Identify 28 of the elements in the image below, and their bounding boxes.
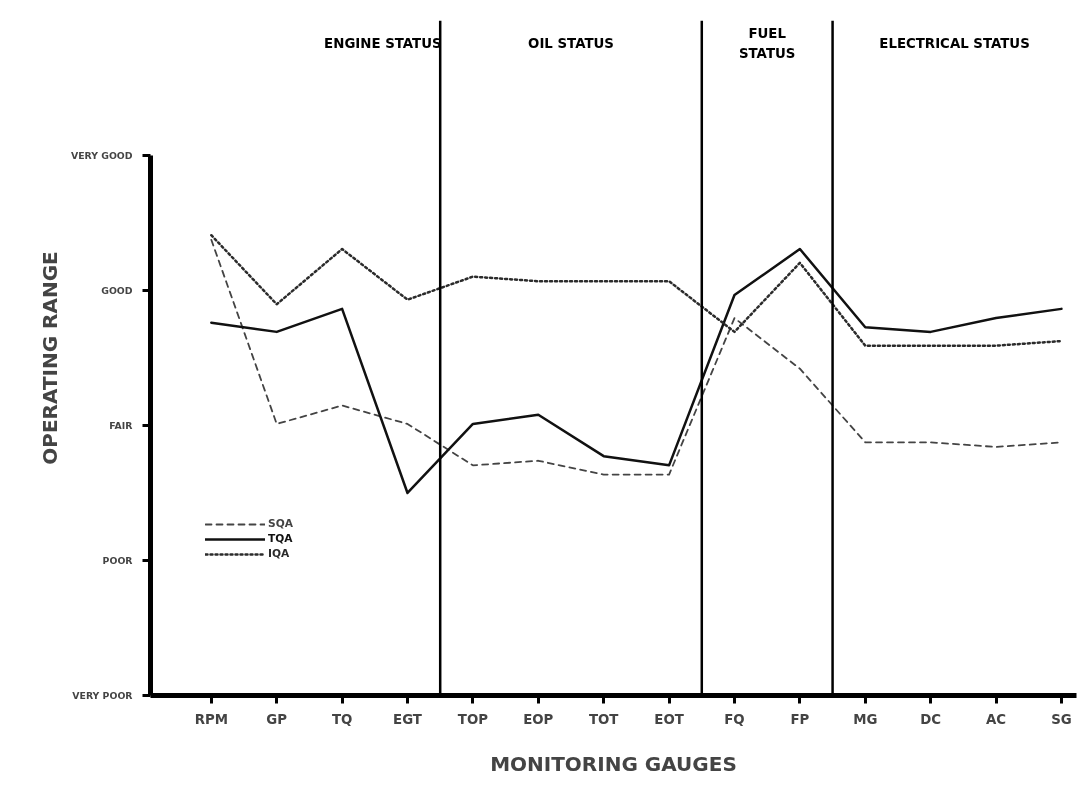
- x-tick-label: FQ: [724, 711, 745, 727]
- x-tick-label: EOP: [523, 711, 554, 727]
- text: FAIR: [109, 420, 133, 431]
- x-tick-label: RPM: [194, 711, 228, 727]
- x-tick-label: SG: [1051, 711, 1072, 727]
- x-tick-label: GP: [266, 711, 288, 727]
- x-tick-label: TOT: [588, 711, 620, 727]
- x-tick-label: AC: [986, 711, 1007, 727]
- text: VERY POOR: [72, 690, 133, 701]
- x-axis-title: MONITORING GAUGES: [490, 751, 737, 776]
- text: IQA: [268, 547, 290, 560]
- text: POOR: [102, 555, 133, 566]
- x-tick-label: EOT: [654, 711, 685, 727]
- x-tick-label: TOP: [457, 711, 489, 727]
- x-tick-label: MG: [853, 711, 878, 727]
- text: SQA: [268, 517, 293, 530]
- text: ELECTRICAL STATUS: [879, 36, 1030, 52]
- x-tick-label: EGT: [393, 711, 423, 727]
- y-axis-title: OPERATING RANGE: [37, 251, 62, 465]
- text: OIL STATUS: [528, 36, 614, 52]
- text: ENGINE STATUS: [324, 36, 442, 52]
- text: VERY GOOD: [70, 150, 133, 161]
- text: TQA: [268, 532, 293, 545]
- text: FUEL STATUS: [738, 26, 796, 61]
- text: GOOD: [101, 285, 133, 296]
- x-tick-label: FP: [790, 711, 810, 727]
- x-tick-label: DC: [920, 711, 942, 727]
- x-tick-label: TQ: [331, 711, 353, 727]
